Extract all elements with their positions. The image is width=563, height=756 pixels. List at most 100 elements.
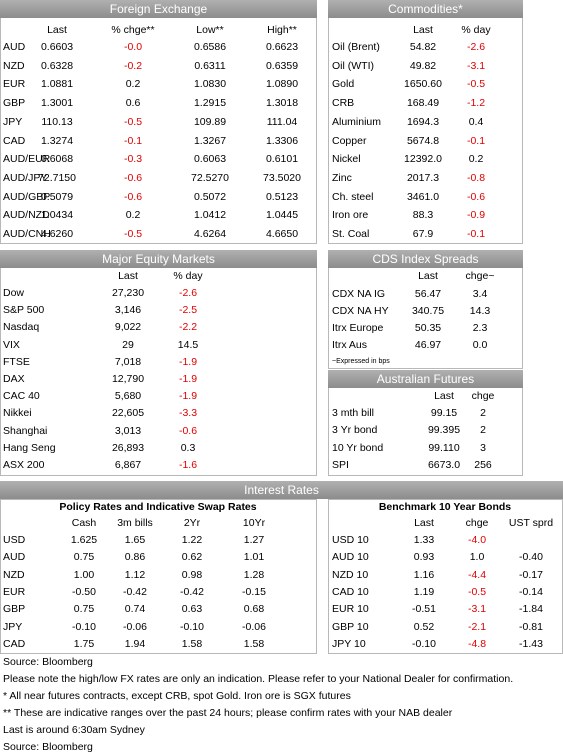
cell: 1694.3 — [406, 115, 440, 128]
row-label: NZD — [3, 59, 25, 72]
row-label: Hang Seng — [3, 441, 56, 454]
column-header: Last — [47, 24, 67, 36]
cell: -0.10 — [412, 637, 436, 650]
cell: 0.6068 — [40, 153, 74, 166]
column-header: Last — [414, 517, 434, 529]
cell: -4.8 — [467, 637, 487, 650]
column-header: Last — [413, 24, 433, 36]
footnote: Source: Bloomberg — [3, 656, 93, 668]
cell: 0.6311 — [194, 59, 226, 72]
cell: -2.6 — [178, 287, 198, 299]
cell: 1.58 — [243, 637, 265, 650]
cell: 99.395 — [427, 424, 461, 437]
section-title: CDS Index Spreads — [328, 250, 523, 268]
row-label: Nikkei — [3, 407, 32, 420]
row-label: CAD — [3, 637, 26, 650]
cell: -2.5 — [178, 304, 198, 317]
cell: 72.5270 — [191, 171, 229, 184]
cell: 2 — [480, 407, 486, 419]
cell: 1.3306 — [265, 134, 299, 147]
cell: -0.10 — [180, 620, 204, 633]
footnote: ~Expressed in bps — [332, 358, 390, 365]
cell: -2.2 — [178, 321, 198, 334]
row-label: AUD/NZD — [3, 209, 50, 222]
cell: 5674.8 — [406, 134, 440, 147]
cell: 0.6359 — [265, 59, 299, 72]
cell: -0.6 — [123, 190, 143, 203]
cell: 73.5020 — [263, 171, 301, 184]
cell: -1.9 — [178, 373, 198, 385]
row-label: CAD 10 — [332, 585, 369, 598]
row-label: NZD — [3, 568, 25, 581]
row-label: 3 mth bill — [332, 407, 375, 419]
cell: 6673.0 — [427, 458, 461, 471]
cell: -1.9 — [178, 390, 198, 403]
cell: -1.2 — [466, 97, 486, 110]
row-label: CAC 40 — [3, 390, 40, 403]
cell: -0.1 — [123, 134, 143, 147]
section-title: Interest Rates — [0, 481, 563, 499]
cell: 3 — [480, 441, 486, 454]
cell: 1.65 — [124, 534, 146, 546]
column-header: 10Yr — [242, 517, 266, 529]
cell: 1.3267 — [193, 134, 227, 147]
row-label: Zinc — [332, 171, 352, 184]
cell: -0.81 — [519, 620, 543, 633]
cell: -3.3 — [178, 407, 198, 420]
cell: -0.2 — [123, 59, 143, 72]
row-label: EUR — [3, 585, 26, 598]
row-label: Gold — [332, 78, 355, 91]
cell: -0.1 — [466, 134, 486, 147]
row-label: Ch. steel — [332, 190, 374, 203]
cell: -0.5 — [123, 115, 143, 128]
cell: -0.5 — [466, 78, 486, 91]
row-label: CRB — [332, 97, 355, 110]
cell: 49.82 — [409, 59, 437, 72]
row-label: AUD/CNH — [3, 228, 51, 240]
cell: 56.47 — [414, 288, 442, 300]
cell: 1.3274 — [40, 134, 74, 147]
cell: 256 — [474, 458, 492, 471]
column-header: % day — [173, 270, 203, 282]
cell: 6,867 — [114, 459, 142, 471]
cell: 9,022 — [114, 321, 142, 334]
cell: 0.68 — [243, 603, 265, 616]
row-label: Shanghai — [3, 424, 48, 437]
row-label: Itrx Europe — [332, 322, 384, 334]
cell: 0.5072 — [193, 190, 227, 203]
cell: 0.6063 — [193, 153, 227, 166]
cell: 0.86 — [124, 551, 146, 564]
cell: 1.0890 — [265, 78, 299, 91]
row-label: EUR 10 — [332, 603, 369, 616]
row-label: Copper — [332, 134, 367, 147]
row-label: CDX NA IG — [332, 288, 386, 300]
cell: 1.75 — [73, 637, 95, 650]
cell: 0.52 — [413, 620, 435, 633]
section-title: Foreign Exchange — [0, 0, 317, 18]
cell: 0.6101 — [265, 153, 299, 166]
cell: 340.75 — [411, 305, 445, 317]
cell: 2 — [480, 424, 486, 437]
cell: 7,018 — [114, 355, 142, 368]
section-title: Commodities* — [328, 0, 523, 18]
cell: 3,013 — [114, 424, 142, 437]
cell: 1.28 — [243, 568, 265, 581]
cell: 12,790 — [111, 373, 145, 385]
row-label: AUD/JPY — [3, 171, 48, 184]
cell: 0.2 — [125, 209, 141, 222]
row-label: AUD — [3, 551, 26, 564]
column-header: High** — [267, 24, 297, 36]
column-header: Last — [434, 390, 454, 402]
cell: 0.63 — [181, 603, 203, 616]
cell: -0.3 — [123, 153, 143, 166]
cell: 26,893 — [111, 441, 145, 454]
cell: 12392.0 — [404, 153, 442, 166]
cell: -1.6 — [178, 459, 198, 471]
cell: 1.00 — [73, 568, 95, 581]
table-title: Benchmark 10 Year Bonds — [378, 501, 512, 513]
row-label: Nasdaq — [3, 321, 40, 334]
cell: 1.94 — [124, 637, 146, 650]
cell: -0.8 — [466, 171, 486, 184]
column-header: % day — [461, 24, 491, 36]
cell: 1.19 — [413, 585, 435, 598]
